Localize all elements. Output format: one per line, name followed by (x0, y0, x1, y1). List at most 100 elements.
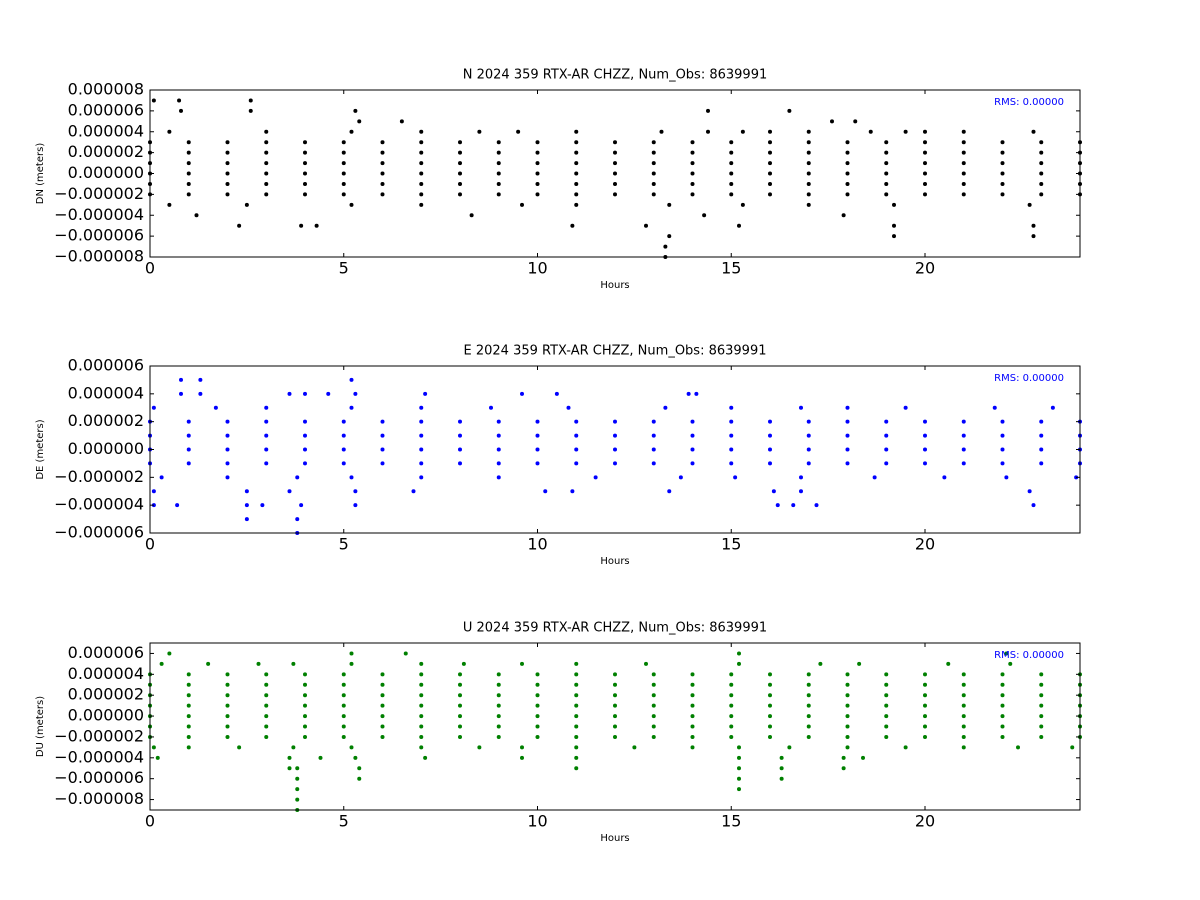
data-point (303, 150, 307, 155)
data-point (225, 161, 230, 166)
data-point (399, 119, 404, 124)
data-point (520, 745, 524, 750)
data-point (1039, 724, 1044, 729)
data-point (613, 161, 617, 166)
data-point (806, 202, 811, 207)
y-tick-label: 0.000008 (68, 80, 144, 99)
data-point (663, 244, 668, 249)
data-point (651, 724, 656, 729)
data-point (303, 419, 307, 424)
data-point (291, 745, 296, 750)
data-point (496, 703, 501, 708)
data-point (806, 447, 811, 452)
data-point (845, 734, 850, 739)
data-point (419, 693, 424, 698)
data-point (845, 682, 850, 687)
x-tick-label: 5 (339, 535, 349, 554)
data-point (690, 693, 695, 698)
data-point (729, 724, 734, 729)
data-point (264, 682, 269, 687)
data-point (667, 234, 672, 239)
data-point (353, 755, 358, 760)
data-point (690, 724, 695, 729)
data-point (845, 405, 850, 410)
data-point (566, 405, 571, 410)
data-point (845, 150, 850, 155)
data-point (380, 192, 385, 197)
data-point (961, 150, 966, 155)
data-point (694, 391, 699, 396)
data-point (845, 724, 850, 729)
data-point (535, 161, 540, 166)
data-point (419, 419, 424, 424)
data-point (841, 766, 846, 771)
data-point (574, 682, 579, 687)
y-tick-label: 0.000006 (68, 100, 144, 119)
x-tick-label: 10 (527, 812, 547, 831)
data-point (961, 433, 966, 438)
data-point (458, 734, 462, 739)
data-point (295, 797, 300, 802)
data-point (651, 161, 656, 166)
data-point (574, 661, 579, 666)
data-point (729, 693, 734, 698)
data-point (295, 475, 300, 480)
data-point (535, 419, 540, 424)
data-point (186, 724, 191, 729)
data-point (690, 734, 695, 739)
data-point (791, 503, 796, 508)
data-point (1000, 419, 1005, 424)
data-point (799, 405, 803, 410)
data-point (264, 724, 269, 729)
data-point (225, 171, 230, 176)
data-point (768, 461, 772, 466)
data-point (651, 181, 656, 186)
data-point (225, 693, 230, 698)
y-tick-label: 0.000000 (68, 706, 144, 725)
data-point (845, 181, 850, 186)
data-point (303, 447, 307, 452)
data-point (923, 150, 927, 155)
data-point (690, 161, 695, 166)
x-tick-label: 10 (527, 259, 547, 278)
data-point (535, 461, 540, 466)
data-point (1039, 150, 1044, 155)
data-point (380, 447, 385, 452)
data-point (845, 192, 850, 197)
data-point (167, 202, 172, 207)
data-point (341, 433, 346, 438)
data-point (496, 161, 501, 166)
data-point (461, 661, 466, 666)
data-point (419, 129, 424, 134)
data-point (419, 161, 424, 166)
y-tick-label: −0.000006 (54, 523, 144, 542)
data-point (799, 489, 803, 494)
data-point (1000, 693, 1005, 698)
points (148, 98, 1082, 259)
data-point (690, 171, 695, 176)
data-point (845, 171, 850, 176)
data-point (419, 405, 424, 410)
data-point (574, 140, 579, 145)
data-point (768, 433, 772, 438)
data-point (1000, 672, 1005, 677)
data-point (419, 150, 424, 155)
data-point (806, 150, 811, 155)
data-point (341, 140, 346, 145)
data-point (295, 787, 300, 792)
data-point (768, 734, 772, 739)
data-point (496, 171, 501, 176)
data-point (341, 461, 346, 466)
data-point (845, 672, 850, 677)
data-point (737, 651, 741, 656)
data-point (177, 98, 182, 103)
data-point (729, 672, 734, 677)
data-point (892, 234, 896, 239)
data-point (341, 419, 346, 424)
data-point (884, 682, 889, 687)
data-point (303, 703, 307, 708)
data-point (341, 693, 346, 698)
data-point (341, 192, 346, 197)
data-point (942, 475, 947, 480)
data-point (923, 181, 927, 186)
